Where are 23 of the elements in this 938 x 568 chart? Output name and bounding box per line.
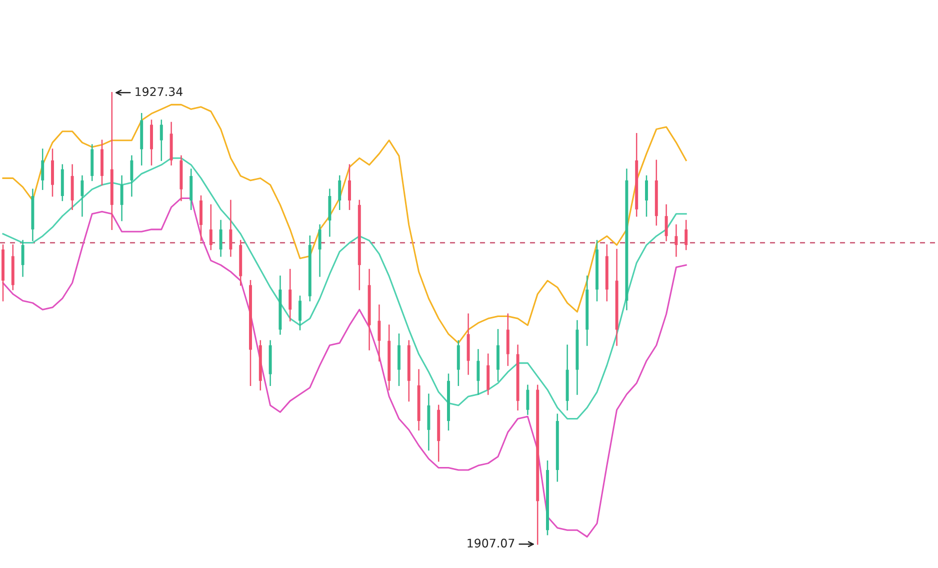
annotation: 1907.07 (468, 538, 514, 548)
candlestick (684, 220, 688, 250)
candlestick (526, 384, 530, 415)
candlestick (664, 204, 668, 242)
candlestick (209, 204, 212, 250)
annotation: 1927.34 (136, 87, 182, 96)
candlestick (338, 175, 342, 210)
candlestick (229, 200, 232, 257)
candlestick (348, 164, 351, 210)
candlestick (219, 220, 222, 257)
candlestick (160, 120, 163, 161)
candlestick (645, 175, 648, 217)
candlestick (120, 175, 124, 222)
candlestick (41, 148, 44, 190)
candlestick (298, 296, 302, 330)
candlestick (476, 349, 480, 395)
candlestick (318, 224, 322, 277)
candlestick (378, 304, 381, 362)
candlestick (288, 268, 292, 322)
candlestick (21, 240, 24, 277)
candlestick (80, 175, 84, 217)
candlestick (674, 224, 678, 257)
candlestick (130, 155, 134, 197)
